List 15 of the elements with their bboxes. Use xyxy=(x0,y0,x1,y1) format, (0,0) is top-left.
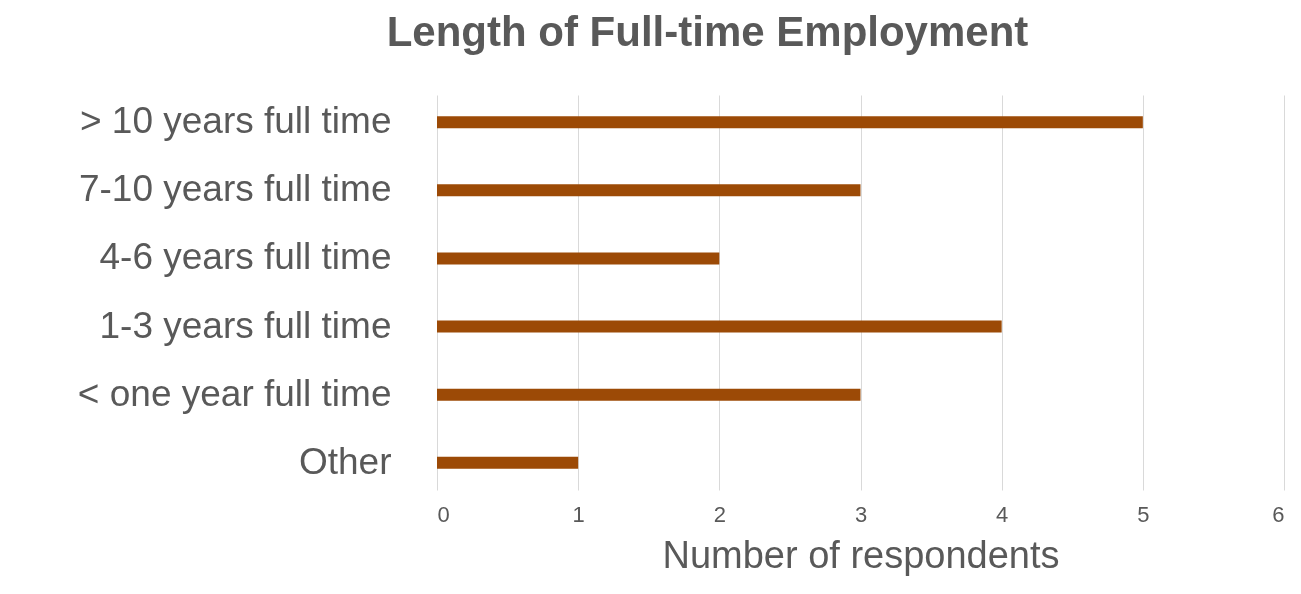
x-tick-label: 1 xyxy=(572,501,585,527)
y-tick-label: < one year full time xyxy=(77,372,392,414)
y-tick-label: Other xyxy=(298,440,392,482)
y-tick-label: 4-6 years full time xyxy=(99,236,392,278)
x-tick-label: 0 xyxy=(437,501,450,527)
y-tick-label: 1-3 years full time xyxy=(99,304,392,346)
chart-title: Length of Full-time Employment xyxy=(386,8,1029,55)
x-tick-label: 6 xyxy=(1272,501,1285,527)
y-tick-label: > 10 years full time xyxy=(79,100,392,142)
x-tick-label: 2 xyxy=(713,501,726,527)
x-axis-title: Number of respondents xyxy=(662,533,1060,576)
x-tick-label: 4 xyxy=(996,501,1009,527)
x-tick-label: 3 xyxy=(854,501,868,527)
y-tick-label: 7-10 years full time xyxy=(78,168,392,210)
x-tick-label: 5 xyxy=(1137,501,1150,527)
